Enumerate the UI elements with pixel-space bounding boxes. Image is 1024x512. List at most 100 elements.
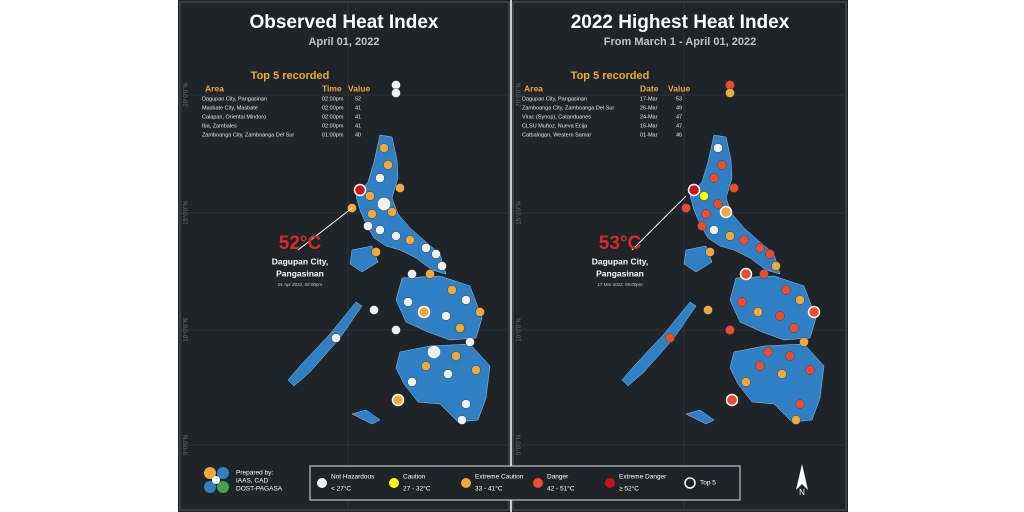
station — [807, 305, 821, 319]
station — [719, 205, 733, 219]
column-header: Value — [348, 83, 370, 93]
latitude-label: 15°0'0"N — [184, 201, 190, 224]
table-cell: 47 — [676, 114, 682, 120]
table-cell: 02:00pm — [322, 114, 344, 120]
station — [391, 80, 401, 90]
station — [365, 191, 375, 201]
latitude-label: 5°0'0"N — [184, 435, 190, 455]
table-cell: 01-Mar — [640, 132, 658, 138]
credit: Prepared by: — [236, 470, 273, 477]
legend-label: Not Hazardous — [331, 474, 375, 481]
station — [457, 415, 467, 425]
latitude-label: 20°0'0"N — [184, 83, 190, 106]
column-header: Area — [205, 83, 224, 93]
station — [391, 325, 401, 335]
credit: DOST-PAGASA — [236, 486, 283, 493]
callout-place: Pangasinan — [596, 268, 644, 278]
table-cell: 16-Mar — [640, 123, 658, 129]
station — [737, 297, 747, 307]
station — [701, 209, 711, 219]
north-label: N — [799, 488, 805, 497]
station — [421, 243, 431, 253]
station — [681, 203, 691, 213]
station — [725, 393, 739, 407]
station — [725, 325, 735, 335]
callout-temperature: 53°C — [599, 233, 642, 254]
table-cell: 49 — [676, 105, 682, 111]
table-cell: 02:00pm — [322, 123, 344, 129]
callout-line — [631, 195, 687, 251]
station — [775, 311, 785, 321]
station — [391, 88, 401, 98]
right-frame — [512, 1, 847, 511]
table-cell: 24-Mar — [640, 114, 658, 120]
table-cell: 17-Mar — [640, 96, 658, 102]
station — [795, 295, 805, 305]
callout-place: Pangasinan — [276, 268, 324, 278]
table-heading: Top 5 recorded — [251, 70, 330, 82]
table-cell: 02:00pm — [322, 105, 344, 111]
table-cell: Virac (Synop), Catanduanes — [522, 114, 591, 120]
station — [699, 191, 709, 201]
station — [709, 173, 719, 183]
legend-range: 27 - 32°C — [403, 485, 431, 493]
table-cell: 53 — [676, 96, 682, 102]
station — [781, 285, 791, 295]
station — [363, 221, 373, 231]
station — [795, 399, 805, 409]
callout-temperature: 52°C — [279, 233, 322, 254]
station — [709, 225, 719, 235]
legend-swatch — [317, 478, 327, 488]
station — [387, 207, 397, 217]
station — [799, 337, 809, 347]
station — [729, 183, 739, 193]
station — [705, 247, 715, 257]
credit: IAAS, CAD — [236, 478, 268, 485]
station — [331, 333, 341, 343]
station — [763, 347, 773, 357]
station — [805, 365, 815, 375]
table-cell: 41 — [355, 105, 361, 111]
table-cell: Dagupan City, Pangasinan — [522, 96, 587, 102]
station — [791, 415, 801, 425]
station — [665, 333, 675, 343]
station — [725, 80, 735, 90]
table-cell: Zamboanga City, Zamboanga Del Sur — [202, 132, 294, 138]
station — [371, 247, 381, 257]
station — [391, 393, 405, 407]
column-header: Time — [322, 83, 342, 93]
station — [785, 351, 795, 361]
station — [789, 323, 799, 333]
table-cell: CLSU Muñoz, Nueva Ecija — [522, 123, 588, 129]
legend-label: Extreme Danger — [619, 474, 667, 481]
legend-label: Danger — [547, 474, 569, 481]
station — [407, 269, 417, 279]
panel-subtitle: April 01, 2022 — [309, 36, 380, 48]
column-header: Value — [668, 83, 690, 93]
station — [471, 365, 481, 375]
table-cell: 47 — [676, 123, 682, 129]
panel-title: 2022 Highest Heat Index — [571, 12, 790, 33]
station — [755, 243, 765, 253]
station — [765, 249, 775, 259]
table-cell: 40 — [355, 132, 361, 138]
station — [713, 143, 723, 153]
callout-line — [297, 207, 353, 251]
station — [755, 361, 765, 371]
station — [455, 323, 465, 333]
callout-place: Dagupan City, — [592, 256, 649, 266]
station — [353, 183, 367, 197]
station — [375, 225, 385, 235]
legend-range: 33 - 41°C — [475, 485, 503, 493]
station — [369, 305, 379, 315]
station — [407, 377, 417, 387]
station — [465, 337, 475, 347]
left-frame — [179, 1, 510, 511]
table-heading: Top 5 recorded — [571, 70, 650, 82]
callout-date: 17 Mar 2022, 05:00pm — [597, 282, 643, 287]
table-cell: Catbalogan, Western Samar — [522, 132, 591, 138]
station — [391, 231, 401, 241]
legend-range: 42 - 51°C — [547, 485, 575, 493]
station — [753, 307, 763, 317]
station — [739, 235, 749, 245]
